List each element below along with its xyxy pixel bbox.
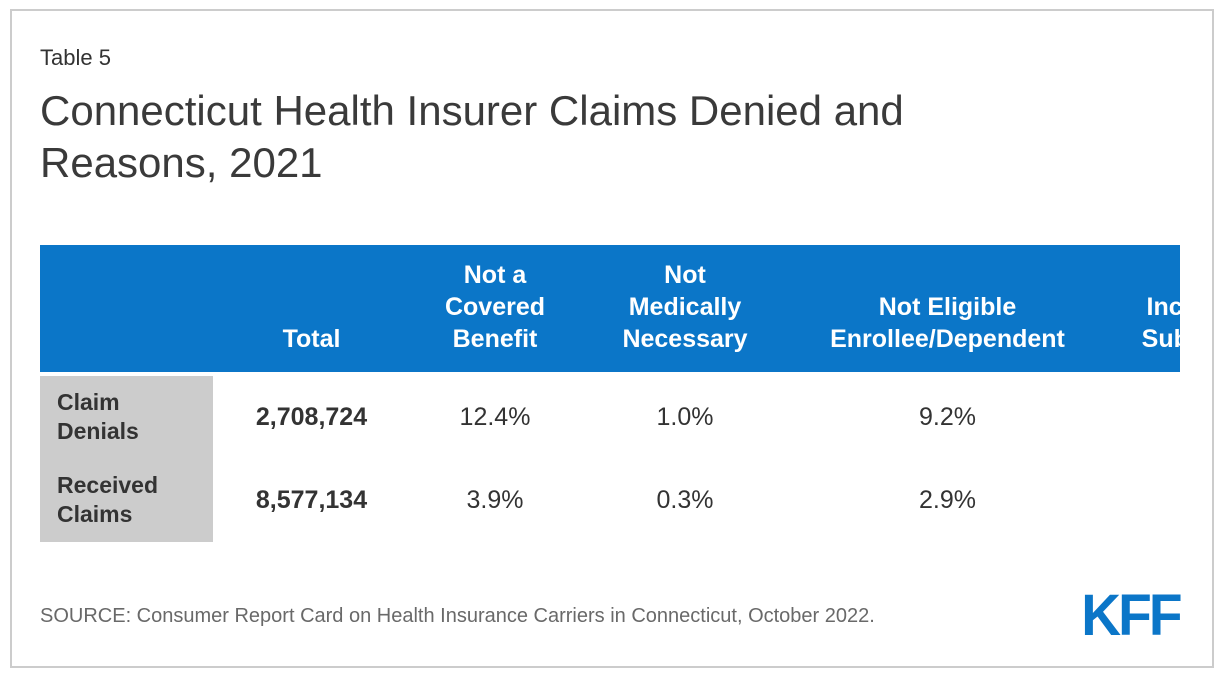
table-row-received-claims: Received Claims 8,577,134 3.9% 0.3% 2.9% <box>40 458 1180 542</box>
source-note: SOURCE: Consumer Report Card on Health I… <box>40 605 875 627</box>
column-header-incomplete-submission: Incomplete Submission <box>1105 245 1180 376</box>
cell-claim-denials-incomplete <box>1105 374 1180 458</box>
cell-received-claims-total: 8,577,134 <box>213 458 410 542</box>
cell-claim-denials-not-covered: 12.4% <box>410 374 580 458</box>
cell-received-claims-not-covered: 3.9% <box>410 458 580 542</box>
table-scroll-area[interactable]: Total Not a Covered Benefit Not Medicall… <box>40 245 1180 542</box>
column-header-not-eligible-enrollee: Not Eligible Enrollee/Dependent <box>790 245 1105 376</box>
kff-logo[interactable]: KFF <box>1081 583 1182 648</box>
card-footer: SOURCE: Consumer Report Card on Health I… <box>40 583 1183 648</box>
row-label-received-claims: Received Claims <box>40 458 213 542</box>
cell-claim-denials-not-eligible: 9.2% <box>790 374 1105 458</box>
table-number: Table 5 <box>40 45 111 70</box>
row-label-claim-denials: Claim Denials <box>40 374 213 458</box>
cell-claim-denials-total: 2,708,724 <box>213 374 410 458</box>
cell-claim-denials-not-medical: 1.0% <box>580 374 790 458</box>
cell-received-claims-incomplete <box>1105 458 1180 542</box>
cell-received-claims-not-medical: 0.3% <box>580 458 790 542</box>
header-corner-cell <box>40 245 213 376</box>
column-header-not-covered-benefit: Not a Covered Benefit <box>410 245 580 376</box>
table-card: Table 5 Connecticut Health Insurer Claim… <box>10 9 1214 668</box>
column-header-not-medically-necessary: Not Medically Necessary <box>580 245 790 376</box>
page-title: Connecticut Health Insurer Claims Denied… <box>40 87 904 186</box>
claims-table: Total Not a Covered Benefit Not Medicall… <box>40 245 1180 542</box>
cell-received-claims-not-eligible: 2.9% <box>790 458 1105 542</box>
column-header-total: Total <box>213 245 410 376</box>
table-row-claim-denials: Claim Denials 2,708,724 12.4% 1.0% 9.2% <box>40 374 1180 458</box>
header-row: Total Not a Covered Benefit Not Medicall… <box>40 245 1180 376</box>
